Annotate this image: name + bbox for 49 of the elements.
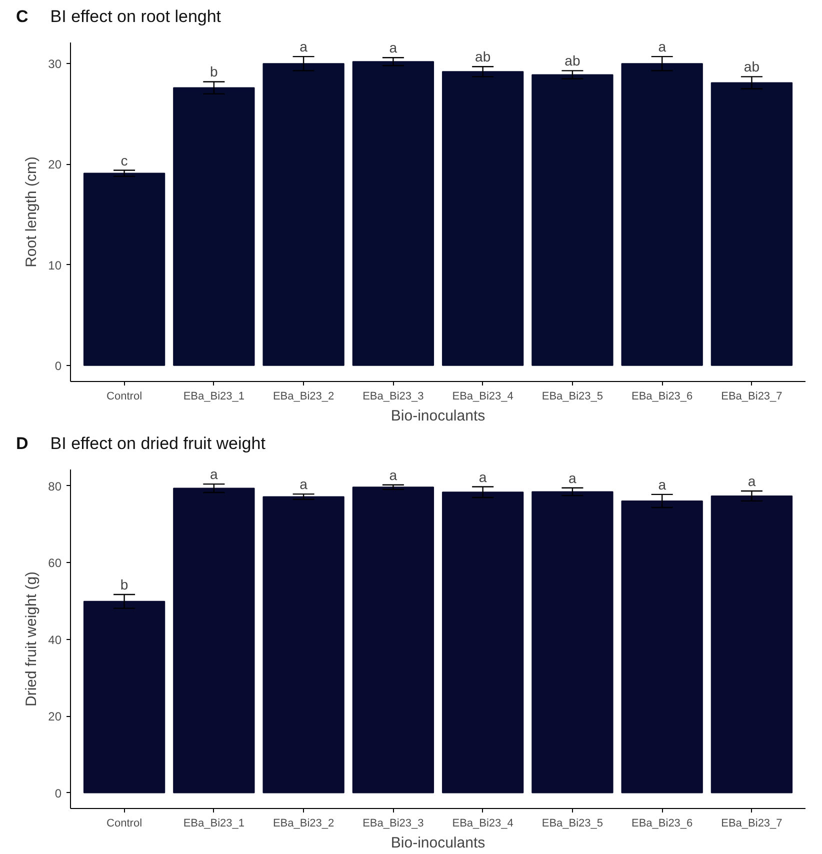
y-tick-label: 30 bbox=[48, 57, 62, 72]
x-tick-label: EBa_Bi23_1 bbox=[183, 390, 245, 402]
annotation: a bbox=[389, 466, 398, 483]
x-tick-label: EBa_Bi23_2 bbox=[272, 390, 334, 402]
y-tick-label: 10 bbox=[48, 258, 62, 272]
y-tick-label: 40 bbox=[48, 632, 62, 647]
annotation: a bbox=[300, 38, 308, 55]
annotation: ab bbox=[564, 52, 580, 69]
y-tick-label: 0 bbox=[54, 786, 62, 800]
annotation: a bbox=[748, 472, 756, 489]
x-axis-title: Bio-inoculants bbox=[390, 834, 486, 852]
x-tick-label: EBa_Bi23_5 bbox=[542, 390, 604, 402]
annotation: a bbox=[389, 40, 398, 56]
text: C bbox=[16, 7, 28, 26]
x-tick-label: EBa_Bi23_3 bbox=[362, 390, 424, 402]
annotation: ab bbox=[744, 58, 760, 75]
x-tick-label: EBa_Bi23_7 bbox=[721, 390, 782, 402]
x-tick-label: Control bbox=[106, 818, 142, 830]
annotation: b bbox=[120, 576, 128, 593]
annotation: c bbox=[120, 152, 128, 168]
y-tick-label: 20 bbox=[48, 158, 62, 172]
x-tick-label: EBa_Bi23_4 bbox=[452, 818, 514, 830]
y-tick-label: 60 bbox=[48, 556, 62, 570]
x-tick-label: EBa_Bi23_2 bbox=[272, 818, 334, 830]
y-axis-title: Dried fruit weight (g) bbox=[23, 571, 40, 707]
text: D bbox=[16, 434, 28, 453]
x-tick-label: EBa_Bi23_4 bbox=[452, 390, 514, 402]
x-tick-label: EBa_Bi23_5 bbox=[542, 818, 604, 830]
annotation: a bbox=[478, 468, 487, 485]
x-tick-label: Control bbox=[106, 390, 142, 402]
x-tick-label: EBa_Bi23_6 bbox=[632, 818, 693, 830]
x-tick-label: EBa_Bi23_7 bbox=[721, 818, 782, 830]
x-tick-label: EBa_Bi23_6 bbox=[632, 390, 693, 402]
annotation: a bbox=[658, 38, 666, 55]
annotation: a bbox=[300, 476, 308, 492]
x-tick-label: EBa_Bi23_1 bbox=[183, 818, 245, 830]
y-tick-label: 80 bbox=[48, 479, 62, 494]
annotation: ab bbox=[475, 48, 491, 65]
annotation: a bbox=[210, 466, 218, 482]
y-tick-label: 0 bbox=[54, 358, 62, 373]
annotation: b bbox=[210, 64, 218, 80]
annotation: a bbox=[658, 476, 666, 492]
x-tick-label: EBa_Bi23_3 bbox=[362, 818, 424, 830]
y-tick-label: 20 bbox=[48, 710, 62, 724]
x-axis-title: Bio-inoculants bbox=[390, 408, 486, 424]
annotation: a bbox=[568, 470, 577, 486]
chart-title: BI effect on root lenght bbox=[50, 7, 222, 26]
y-axis-title: Root length (cm) bbox=[23, 156, 40, 268]
chart-title: BI effect on dried fruit weight bbox=[50, 434, 266, 453]
